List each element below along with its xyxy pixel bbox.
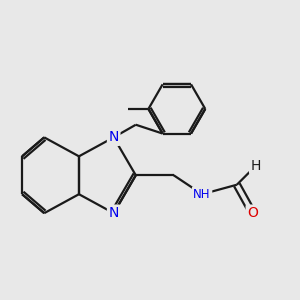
- Text: N: N: [109, 130, 119, 144]
- Text: H: H: [250, 159, 261, 173]
- Text: NH: NH: [194, 188, 211, 201]
- Text: N: N: [109, 206, 119, 220]
- Text: O: O: [247, 206, 258, 220]
